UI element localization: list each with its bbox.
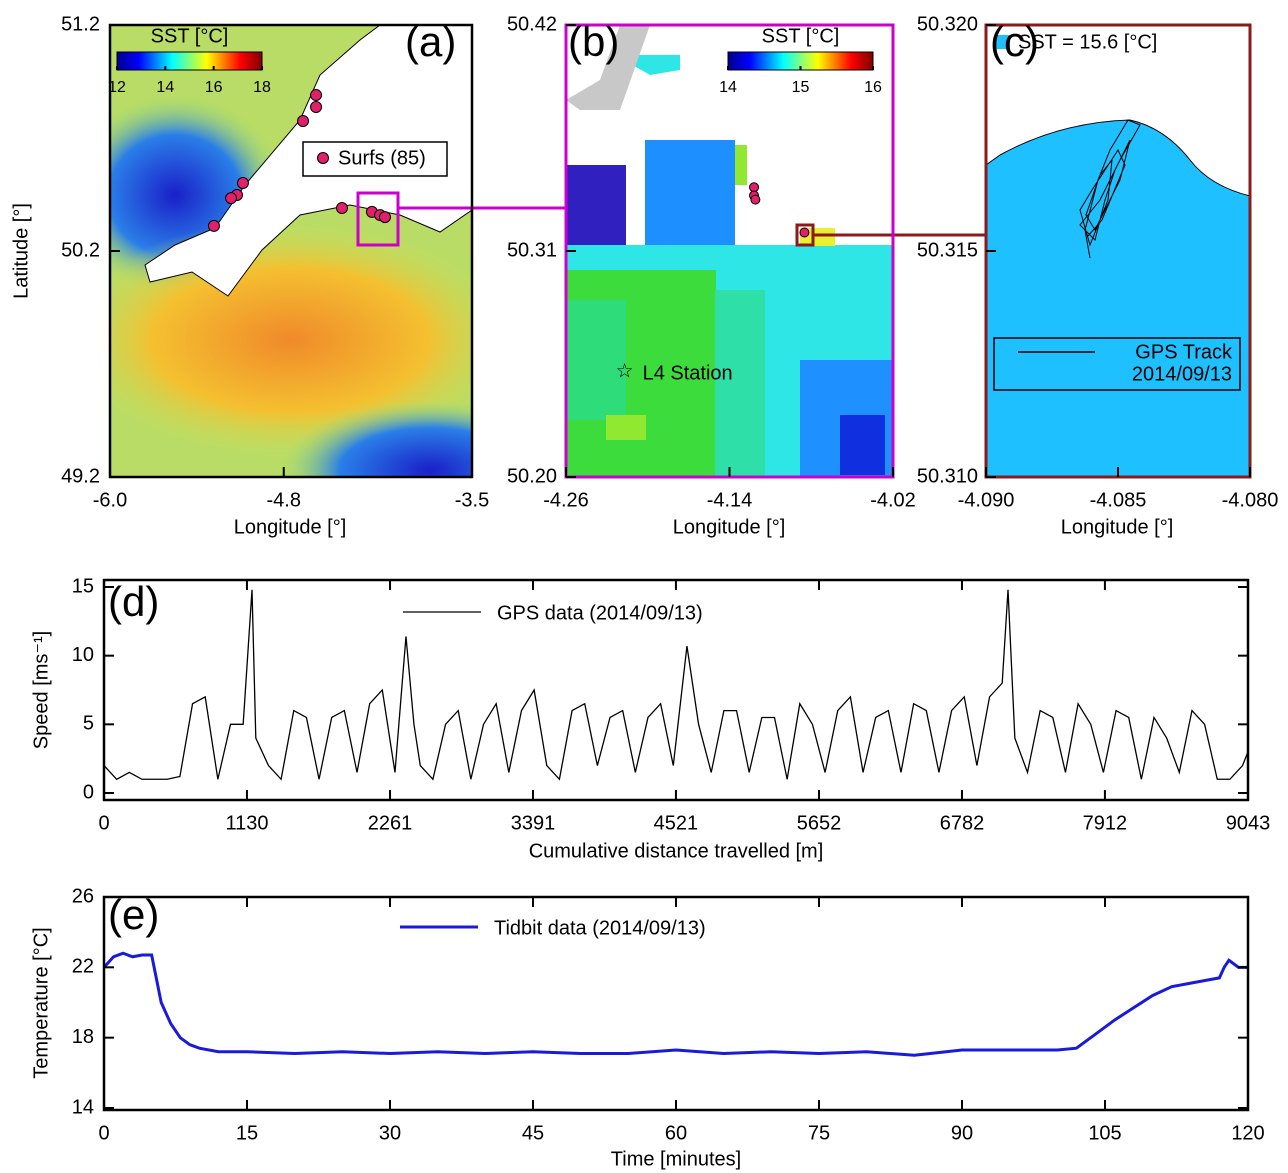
legend-label: SST = 15.6 [°C] xyxy=(1018,31,1157,53)
surf-point xyxy=(335,202,348,215)
colorbar-tick-label: 16 xyxy=(205,79,223,96)
y-tick-label: 50.310 xyxy=(917,465,978,487)
x-tick-label: 120 xyxy=(1231,1122,1264,1144)
surf-point xyxy=(297,115,310,128)
panel-label: (c) xyxy=(990,18,1039,65)
legend-label: Surfs (85) xyxy=(338,147,426,169)
x-tick-label: 0 xyxy=(98,812,109,834)
colorbar-tick-label: 15 xyxy=(792,79,810,96)
surf-point xyxy=(207,219,220,232)
y-tick-label: 18 xyxy=(72,1026,94,1048)
surf-point xyxy=(236,176,249,189)
colorbar xyxy=(116,51,263,71)
x-tick-label: -4.090 xyxy=(958,489,1015,511)
y-tick-label: 10 xyxy=(72,644,94,666)
x-tick-label: 9043 xyxy=(1226,812,1271,834)
surf-point xyxy=(799,227,810,238)
panel-label: (b) xyxy=(568,18,619,65)
x-tick-label: 60 xyxy=(665,1122,687,1144)
y-axis-label: Latitude [°] xyxy=(10,203,32,299)
x-tick-label: 7912 xyxy=(1083,812,1128,834)
x-tick-label: 3391 xyxy=(511,812,556,834)
y-tick-label: 50.31 xyxy=(507,239,557,261)
x-axis-label: Longitude [°] xyxy=(234,516,347,538)
y-tick-label: 26 xyxy=(72,885,94,907)
x-tick-label: -4.02 xyxy=(870,489,916,511)
legend-label: Tidbit data (2014/09/13) xyxy=(494,917,706,939)
x-axis-label: Time [minutes] xyxy=(611,1148,741,1170)
y-tick-label: 50.2 xyxy=(61,239,100,261)
x-axis-label: Longitude [°] xyxy=(1061,516,1174,538)
surf-point xyxy=(750,194,761,205)
colorbar-tick-label: 16 xyxy=(864,79,882,96)
y-tick-label: 14 xyxy=(72,1096,94,1118)
y-tick-label: 5 xyxy=(83,713,94,735)
y-axis-label: Temperature [°C] xyxy=(30,927,52,1078)
surf-point xyxy=(310,89,323,102)
colorbar-tick-label: 14 xyxy=(156,79,174,96)
x-axis-label: Longitude [°] xyxy=(673,516,786,538)
y-tick-label: 22 xyxy=(72,956,94,978)
x-tick-label: 45 xyxy=(522,1122,544,1144)
annotation: L4 Station xyxy=(643,362,733,384)
y-axis-label: Speed [ms⁻¹] xyxy=(30,631,52,749)
panel-label: (d) xyxy=(108,578,159,625)
colorbar-title: SST [°C] xyxy=(151,25,229,47)
legend-label: GPS Track xyxy=(1135,341,1233,363)
surf-point xyxy=(378,211,391,224)
x-tick-label: 75 xyxy=(808,1122,830,1144)
x-tick-label: 90 xyxy=(951,1122,973,1144)
x-tick-label: -6.0 xyxy=(93,489,127,511)
x-tick-label: 0 xyxy=(98,1122,109,1144)
legend-box xyxy=(993,337,1241,391)
x-tick-label: -4.14 xyxy=(707,489,753,511)
station-star: ☆ xyxy=(616,360,634,382)
x-tick-label: 4521 xyxy=(654,812,699,834)
x-tick-label: 1130 xyxy=(225,812,268,834)
y-tick-label: 49.2 xyxy=(61,465,100,487)
x-tick-label: -4.085 xyxy=(1090,489,1147,511)
colorbar-title: SST [°C] xyxy=(762,25,840,47)
sst-field-c xyxy=(986,25,1250,477)
legend-label: GPS data (2014/09/13) xyxy=(497,602,703,624)
x-tick-label: -4.26 xyxy=(543,489,589,511)
x-axis-label: Cumulative distance travelled [m] xyxy=(529,840,824,862)
x-tick-label: 15 xyxy=(236,1122,258,1144)
panel-label: (e) xyxy=(108,891,159,938)
x-tick-label: -3.5 xyxy=(455,489,489,511)
sst-field-a xyxy=(110,25,472,477)
y-tick-label: 0 xyxy=(83,781,94,803)
zoom-box-a xyxy=(356,191,400,247)
x-tick-label: 105 xyxy=(1088,1122,1121,1144)
x-tick-label: 30 xyxy=(379,1122,401,1144)
x-tick-label: -4.080 xyxy=(1222,489,1279,511)
y-tick-label: 50.315 xyxy=(917,239,978,261)
y-tick-label: 50.320 xyxy=(917,13,978,35)
colorbar-tick-label: 18 xyxy=(253,79,271,96)
surf-point xyxy=(225,192,238,205)
x-tick-label: -4.8 xyxy=(267,489,301,511)
x-tick-label: 2261 xyxy=(368,812,413,834)
y-tick-label: 50.42 xyxy=(507,13,557,35)
sst-field-b xyxy=(566,25,893,477)
legend-swatch xyxy=(996,35,1010,49)
colorbar-tick-label: 12 xyxy=(108,79,126,96)
colorbar-tick-label: 14 xyxy=(719,79,737,96)
legend-label: 2014/09/13 xyxy=(1132,363,1232,385)
data-line xyxy=(103,589,1249,781)
legend-marker xyxy=(317,152,329,164)
surf-point xyxy=(749,182,760,193)
panel-label: (a) xyxy=(405,18,456,65)
y-tick-label: 15 xyxy=(72,575,94,597)
data-line xyxy=(102,951,1248,1057)
surf-point xyxy=(310,101,323,114)
y-tick-label: 50.20 xyxy=(507,465,557,487)
x-tick-label: 6782 xyxy=(940,812,985,834)
y-tick-label: 51.2 xyxy=(61,13,100,35)
x-tick-label: 5652 xyxy=(797,812,842,834)
